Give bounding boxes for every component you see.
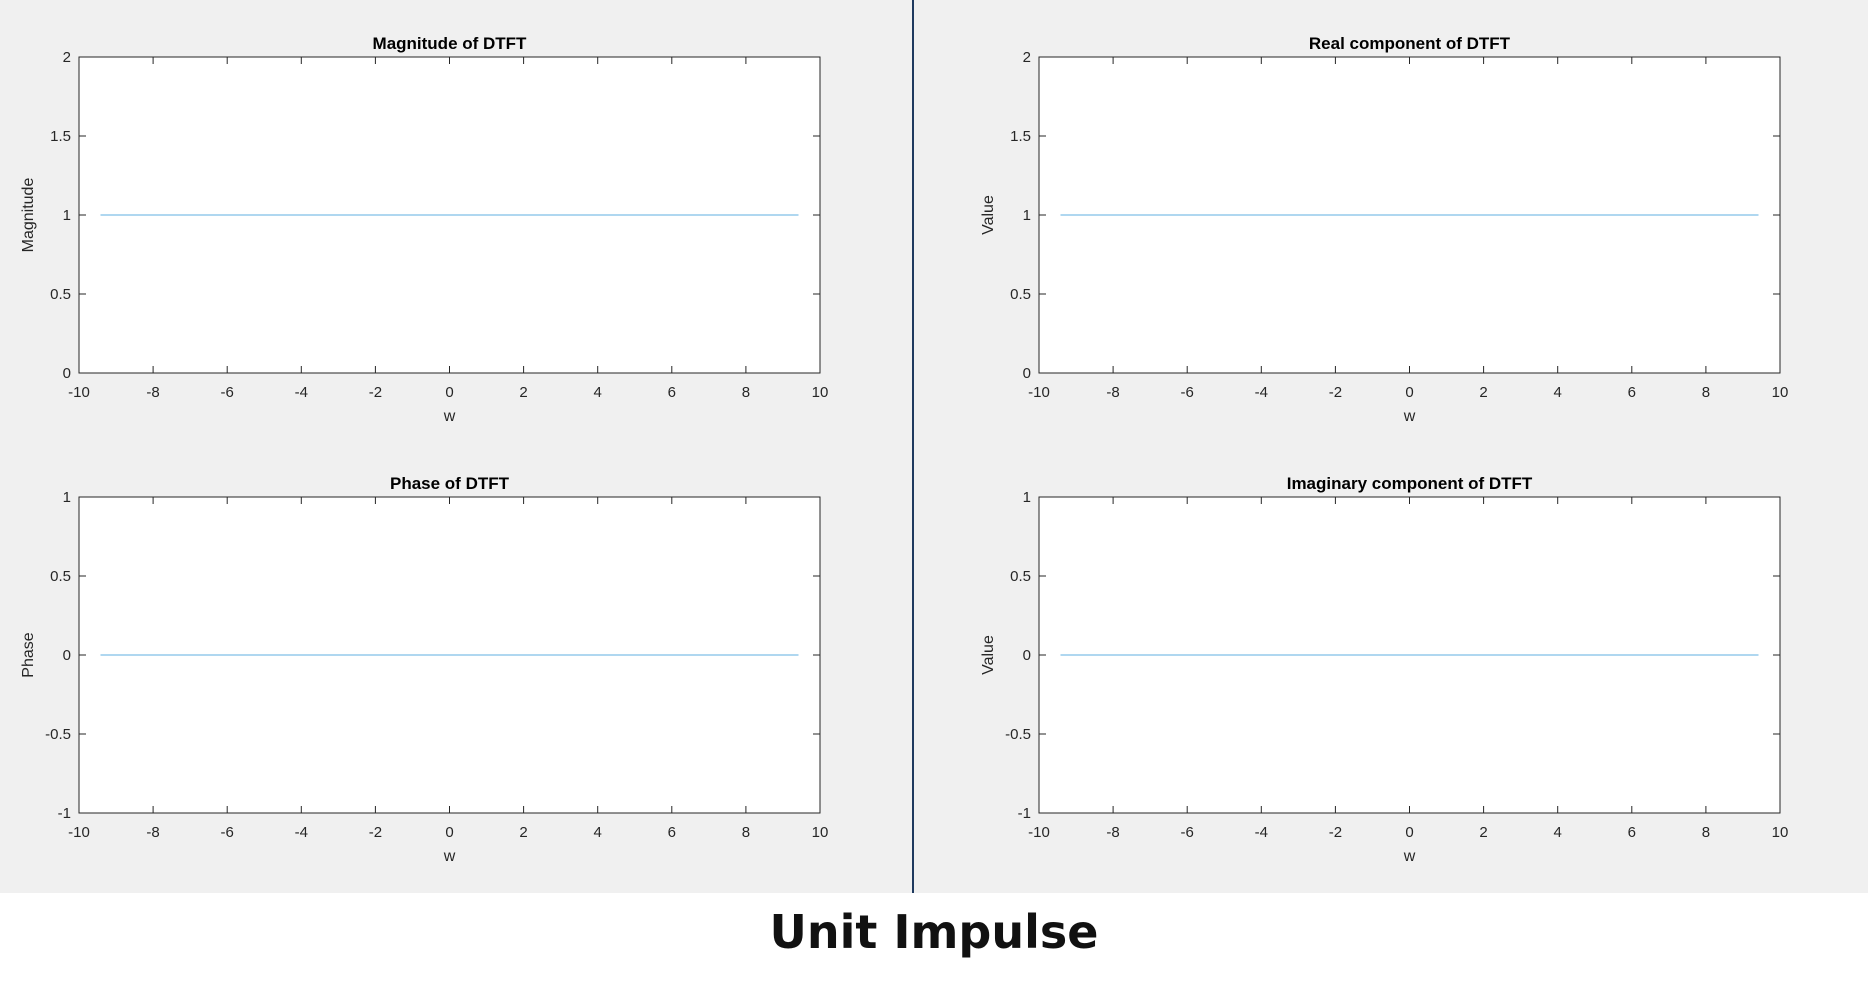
x-tick-label: 2 [519, 824, 527, 841]
x-tick-label: 4 [594, 384, 602, 401]
y-axis-label: Value [980, 635, 997, 675]
x-tick-label: -2 [1329, 824, 1342, 841]
x-tick-label: 4 [1554, 824, 1562, 841]
x-tick-label: -2 [369, 384, 382, 401]
x-tick-label: 0 [445, 824, 453, 841]
y-tick-label: -0.5 [45, 726, 71, 743]
x-tick-label: -8 [146, 384, 159, 401]
x-tick-label: -6 [221, 824, 234, 841]
y-tick-label: 1 [1023, 489, 1031, 506]
panel-divider [912, 0, 914, 893]
x-tick-label: -10 [1028, 824, 1050, 841]
y-tick-label: 0 [1023, 365, 1031, 382]
x-tick-label: 6 [668, 384, 676, 401]
chart-title: Magnitude of DTFT [373, 34, 528, 53]
y-tick-label: 0.5 [1010, 286, 1031, 303]
y-tick-label: 1.5 [1010, 128, 1031, 145]
x-tick-label: -6 [1181, 824, 1194, 841]
x-tick-label: -2 [369, 824, 382, 841]
x-tick-label: 2 [1479, 384, 1487, 401]
x-tick-label: -6 [221, 384, 234, 401]
y-tick-label: 1 [1023, 207, 1031, 224]
chart-3: -10 -8 -6 -4 -2 0 2 4 6 8 10 -1 -0.5 0 0.5 1 Phase of DT… [20, 474, 828, 865]
x-tick-label: 6 [1628, 384, 1636, 401]
x-tick-label: -4 [1255, 384, 1268, 401]
y-tick-label: 1.5 [50, 128, 71, 145]
x-tick-label: 8 [742, 824, 750, 841]
x-tick-label: 6 [1628, 824, 1636, 841]
y-tick-label: 0 [63, 647, 71, 664]
x-axis-label: w [1403, 408, 1416, 425]
x-tick-label: 10 [812, 384, 829, 401]
x-tick-label: 0 [445, 384, 453, 401]
y-tick-label: 1 [63, 207, 71, 224]
x-tick-label: 8 [1702, 384, 1710, 401]
x-tick-label: -6 [1181, 384, 1194, 401]
x-tick-label: -10 [68, 824, 90, 841]
y-axis-label: Magnitude [20, 178, 37, 253]
chart-1: -10 -8 -6 -4 -2 0 2 4 6 8 10 0 0.5 1 1.5 2 Magnitude of … [20, 34, 828, 425]
y-tick-label: 2 [1023, 49, 1031, 66]
x-axis-label: w [443, 408, 456, 425]
chart-title: Imaginary component of DTFT [1287, 474, 1533, 493]
y-tick-label: 1 [63, 489, 71, 506]
chart-2: -10 -8 -6 -4 -2 0 2 4 6 8 10 0 0.5 1 1.5 2 Real componen… [980, 34, 1788, 425]
y-axis-label: Phase [20, 632, 37, 677]
y-axis-label: Value [980, 195, 997, 235]
chart-title: Real component of DTFT [1309, 34, 1511, 53]
y-tick-label: -1 [58, 805, 71, 822]
x-tick-label: 2 [519, 384, 527, 401]
x-tick-label: 8 [1702, 824, 1710, 841]
y-tick-label: -1 [1018, 805, 1031, 822]
x-tick-label: 2 [1479, 824, 1487, 841]
x-tick-label: 4 [1554, 384, 1562, 401]
x-tick-label: 10 [1772, 384, 1789, 401]
x-tick-label: 10 [812, 824, 829, 841]
x-tick-label: -8 [1106, 384, 1119, 401]
x-tick-label: 4 [594, 824, 602, 841]
y-tick-label: 0.5 [1010, 568, 1031, 585]
x-tick-label: 8 [742, 384, 750, 401]
x-axis-label: w [443, 848, 456, 865]
x-axis-label: w [1403, 848, 1416, 865]
x-tick-label: 0 [1405, 384, 1413, 401]
figure-caption: Unit Impulse [769, 905, 1099, 959]
y-tick-label: 0 [63, 365, 71, 382]
chart-4: -10 -8 -6 -4 -2 0 2 4 6 8 10 -1 -0.5 0 0.5 1 Imaginary c… [980, 474, 1788, 865]
y-tick-label: -0.5 [1005, 726, 1031, 743]
chart-title: Phase of DTFT [390, 474, 510, 493]
y-tick-label: 0 [1023, 647, 1031, 664]
y-tick-label: 2 [63, 49, 71, 66]
x-tick-label: -10 [68, 384, 90, 401]
x-tick-label: -4 [1255, 824, 1268, 841]
x-tick-label: 0 [1405, 824, 1413, 841]
x-tick-label: 6 [668, 824, 676, 841]
x-tick-label: -10 [1028, 384, 1050, 401]
y-tick-label: 0.5 [50, 568, 71, 585]
x-tick-label: -8 [1106, 824, 1119, 841]
x-tick-label: -4 [295, 384, 308, 401]
x-tick-label: 10 [1772, 824, 1789, 841]
x-tick-label: -8 [146, 824, 159, 841]
y-tick-label: 0.5 [50, 286, 71, 303]
x-tick-label: -4 [295, 824, 308, 841]
x-tick-label: -2 [1329, 384, 1342, 401]
